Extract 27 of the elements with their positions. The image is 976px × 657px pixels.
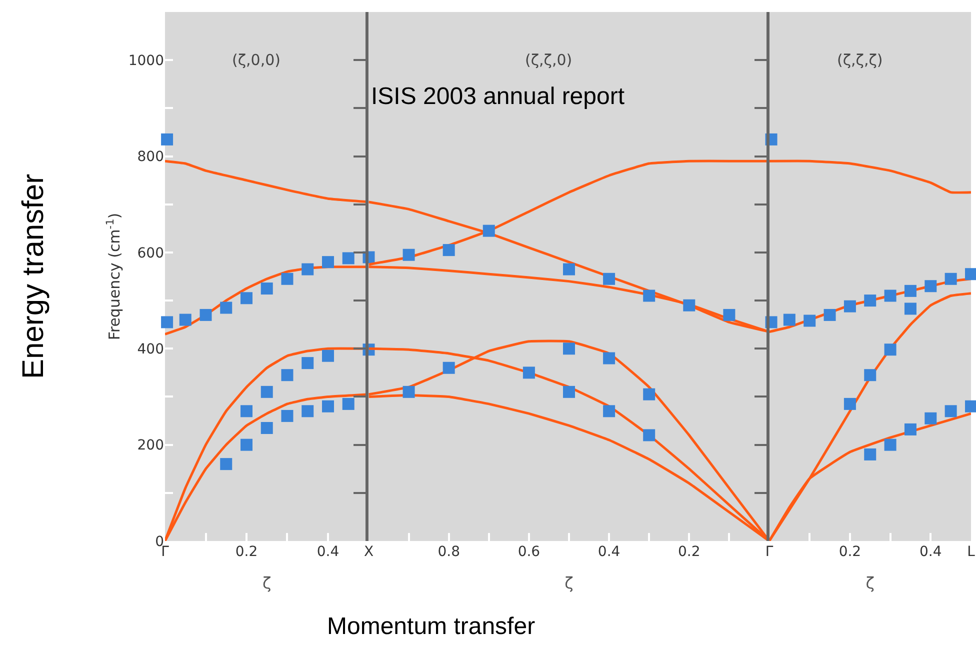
- x-tick-label: 0.4: [920, 544, 942, 560]
- x-axis-title: ζ: [262, 574, 272, 593]
- x-tick-label: 0.6: [518, 544, 540, 560]
- y-tick-label: 800: [137, 149, 164, 166]
- text: (ζ,ζ,ζ): [837, 51, 883, 69]
- x-axis-title: ζ: [866, 574, 874, 593]
- x-tick-label: 0.8: [438, 544, 460, 560]
- x-tick-label: 0.2: [678, 544, 700, 560]
- x-tick-label: X: [364, 544, 374, 560]
- y-tick-label: 200: [137, 438, 164, 454]
- x-tick-label: L: [967, 544, 976, 560]
- text: Energy transfer: [17, 174, 50, 379]
- x-tick-label: 0.4: [598, 544, 620, 560]
- y-tick-label: 400: [137, 342, 164, 358]
- x-tick-label: Γ: [161, 544, 170, 560]
- y-tick-label: 1000: [128, 52, 164, 69]
- x-tick-label: 0.4: [316, 544, 340, 560]
- x-tick-label: 0.2: [235, 544, 258, 560]
- text: (ζ,ζ,0): [525, 51, 572, 69]
- y-tick-label: 0: [155, 534, 164, 550]
- annotation: ISIS 2003 annual report: [371, 83, 625, 110]
- text: (ζ,0,0): [232, 51, 280, 69]
- y-tick-label: 600: [137, 245, 164, 262]
- x-tick-label: 0.2: [838, 544, 862, 560]
- x-tick-label: Γ: [765, 544, 774, 560]
- x-axis-title: ζ: [564, 574, 574, 593]
- text: Momentum transfer: [327, 613, 536, 640]
